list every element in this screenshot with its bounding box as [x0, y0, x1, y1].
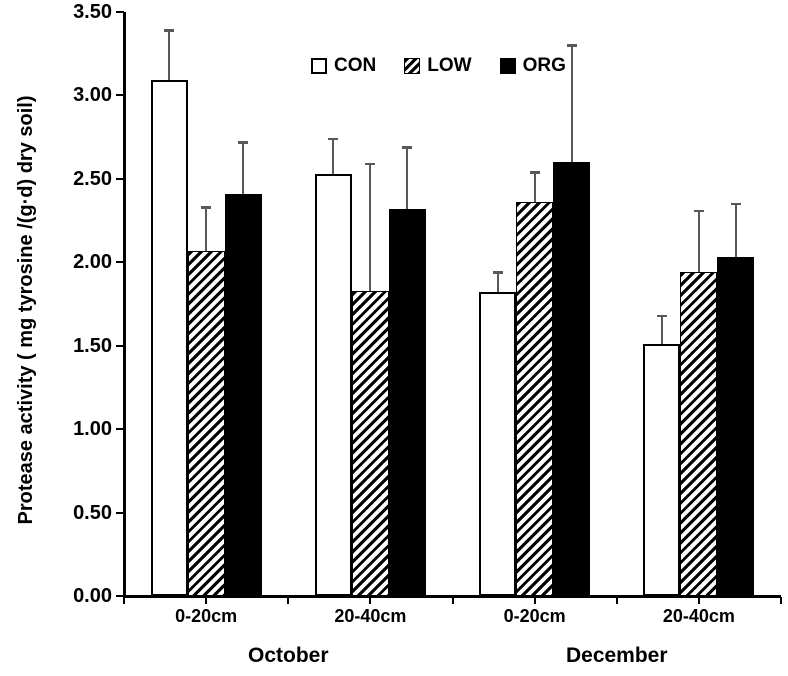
x-tick	[451, 597, 454, 604]
error-bar-line	[168, 30, 171, 81]
error-bar-line	[205, 207, 208, 251]
bar-low-group1	[187, 250, 225, 596]
y-tick-label: 3.00	[73, 84, 112, 107]
y-axis-line	[123, 12, 126, 598]
x-tick-label-depth: 20-40cm	[662, 606, 735, 626]
y-tick	[116, 177, 124, 180]
y-tick	[116, 344, 124, 347]
y-tick	[116, 511, 124, 514]
legend-item-org: ORG	[499, 55, 566, 77]
y-tick-label: 1.00	[73, 418, 112, 441]
x-tick	[369, 597, 372, 604]
x-tick	[533, 597, 536, 604]
error-bar-cap	[492, 271, 503, 274]
x-tick-label-depth: 0-20cm	[175, 606, 238, 626]
x-group-label-month: December	[565, 644, 668, 667]
legend-swatch-low-icon	[404, 58, 421, 74]
y-tick	[116, 428, 124, 431]
x-tick	[205, 597, 208, 604]
bar-low-group2	[351, 290, 389, 596]
legend-item-con: CON	[311, 55, 376, 77]
y-tick	[116, 94, 124, 97]
bar-con-group1	[150, 80, 188, 596]
error-bar-cap	[164, 29, 175, 32]
y-tick	[116, 11, 124, 13]
y-axis-title: Protease activity ( mg tyrosine /(g·d) d…	[15, 95, 37, 525]
error-bar-line	[533, 172, 536, 203]
error-bar-cap	[566, 44, 577, 47]
x-tick-label-depth: 20-40cm	[334, 606, 407, 626]
y-tick-label: 3.50	[73, 1, 112, 23]
error-bar-cap	[238, 141, 249, 144]
x-axis-line	[123, 595, 781, 598]
error-bar-line	[406, 147, 409, 209]
error-bar-line	[496, 272, 499, 293]
y-tick	[116, 261, 124, 264]
legend-label-con: CON	[334, 55, 377, 76]
bar-con-group3	[479, 292, 517, 596]
bar-org-group1	[224, 193, 262, 596]
legend-item-low: LOW	[404, 55, 472, 77]
error-bar-cap	[529, 171, 540, 174]
bar-con-group4	[643, 344, 681, 596]
bar-low-group3	[516, 202, 554, 596]
error-bar-line	[570, 45, 573, 163]
y-tick-label: 1.50	[73, 334, 112, 357]
legend-label-org: ORG	[522, 55, 566, 76]
x-tick	[697, 597, 700, 604]
chart-legend: CON LOW ORG	[311, 55, 566, 77]
bar-org-group3	[553, 162, 591, 596]
error-bar-line	[660, 315, 663, 345]
x-tick	[123, 597, 125, 604]
x-group-label-month: October	[247, 644, 329, 667]
y-tick	[116, 595, 124, 597]
legend-swatch-org-icon	[499, 58, 516, 74]
x-tick	[780, 597, 782, 604]
bar-low-group4	[680, 272, 718, 596]
y-tick-label: 0.50	[73, 501, 112, 524]
error-bar-cap	[730, 202, 741, 206]
legend-swatch-con-icon	[311, 58, 327, 74]
error-bar-cap	[693, 209, 704, 213]
legend-label-low: LOW	[427, 55, 472, 76]
error-bar-cap	[402, 146, 413, 149]
error-bar-cap	[365, 162, 376, 166]
error-bar-cap	[201, 206, 212, 209]
y-tick-label: 2.50	[73, 167, 112, 190]
error-bar-line	[369, 163, 372, 291]
error-bar-cap	[656, 314, 667, 318]
x-tick	[615, 597, 618, 604]
bar-con-group2	[314, 173, 352, 596]
error-bar-line	[697, 210, 700, 273]
error-bar-line	[734, 203, 737, 258]
bar-org-group4	[717, 257, 755, 596]
y-tick-label: 2.00	[73, 251, 112, 274]
y-tick-label: 0.00	[73, 585, 112, 607]
bar-org-group2	[388, 208, 426, 596]
error-bar-line	[242, 142, 245, 194]
error-bar-line	[332, 138, 335, 174]
x-tick	[287, 597, 290, 604]
x-tick-label-depth: 0-20cm	[503, 606, 566, 626]
error-bar-cap	[328, 137, 339, 141]
